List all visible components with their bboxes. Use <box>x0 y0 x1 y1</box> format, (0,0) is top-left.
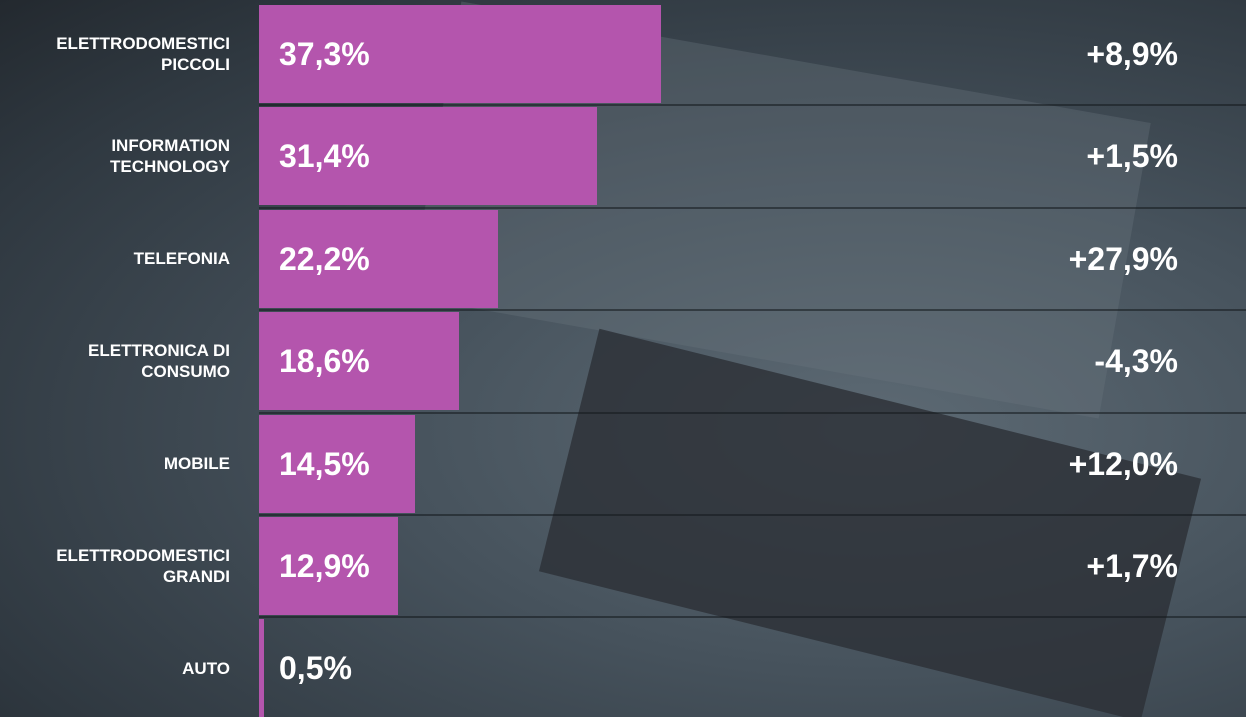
bar <box>259 312 460 411</box>
growth-label: +1,5% <box>1086 138 1178 175</box>
category-label: MOBILE <box>163 454 230 474</box>
category-label: ELETTRODOMESTICI PICCOLI <box>56 34 230 74</box>
row-separator <box>259 616 1246 619</box>
row-separator <box>259 206 1246 209</box>
growth-label: -4,3% <box>1094 343 1178 380</box>
row: MOBILE 14,5% +12,0% <box>0 414 1246 517</box>
bar <box>259 414 416 513</box>
category-label: ELETTRONICA DI CONSUMO <box>88 341 230 382</box>
value-label: 12,9% <box>279 548 370 584</box>
row-separator <box>259 514 1246 516</box>
growth-label: +12,0% <box>1068 445 1178 482</box>
growth-label: +27,9% <box>1068 240 1178 277</box>
bar <box>259 5 661 103</box>
category-label: ELETTRODOMESTICI GRANDI <box>56 546 230 586</box>
row-separator <box>259 104 1246 107</box>
row: ELETTRODOMESTICI PICCOLI 37,3% +8,9% <box>0 5 1246 107</box>
row: AUTO 0,5% <box>0 619 1246 717</box>
category-label: INFORMATION TECHNOLOGY <box>110 136 230 177</box>
value-label: 31,4% <box>279 138 370 175</box>
bar <box>259 619 265 717</box>
bar <box>259 517 399 615</box>
value-label: 18,6% <box>279 343 370 380</box>
row-separator <box>259 411 1246 414</box>
value-label: 22,2% <box>279 240 370 277</box>
row: INFORMATION TECHNOLOGY 31,4% +1,5% <box>0 107 1246 209</box>
bar <box>259 107 598 206</box>
row: TELEFONIA 22,2% +27,9% <box>0 209 1246 312</box>
value-label: 0,5% <box>279 650 352 687</box>
growth-label: +8,9% <box>1086 36 1178 72</box>
growth-label: +1,7% <box>1086 548 1178 584</box>
row: ELETTRONICA DI CONSUMO 18,6% -4,3% <box>0 312 1246 414</box>
row-separator <box>259 309 1246 312</box>
row: ELETTRODOMESTICI GRANDI 12,9% +1,7% <box>0 517 1246 619</box>
category-label: AUTO <box>182 658 230 678</box>
bar <box>259 209 499 308</box>
category-label: TELEFONIA <box>133 249 230 269</box>
value-label: 37,3% <box>279 36 370 72</box>
value-label: 14,5% <box>279 445 370 482</box>
